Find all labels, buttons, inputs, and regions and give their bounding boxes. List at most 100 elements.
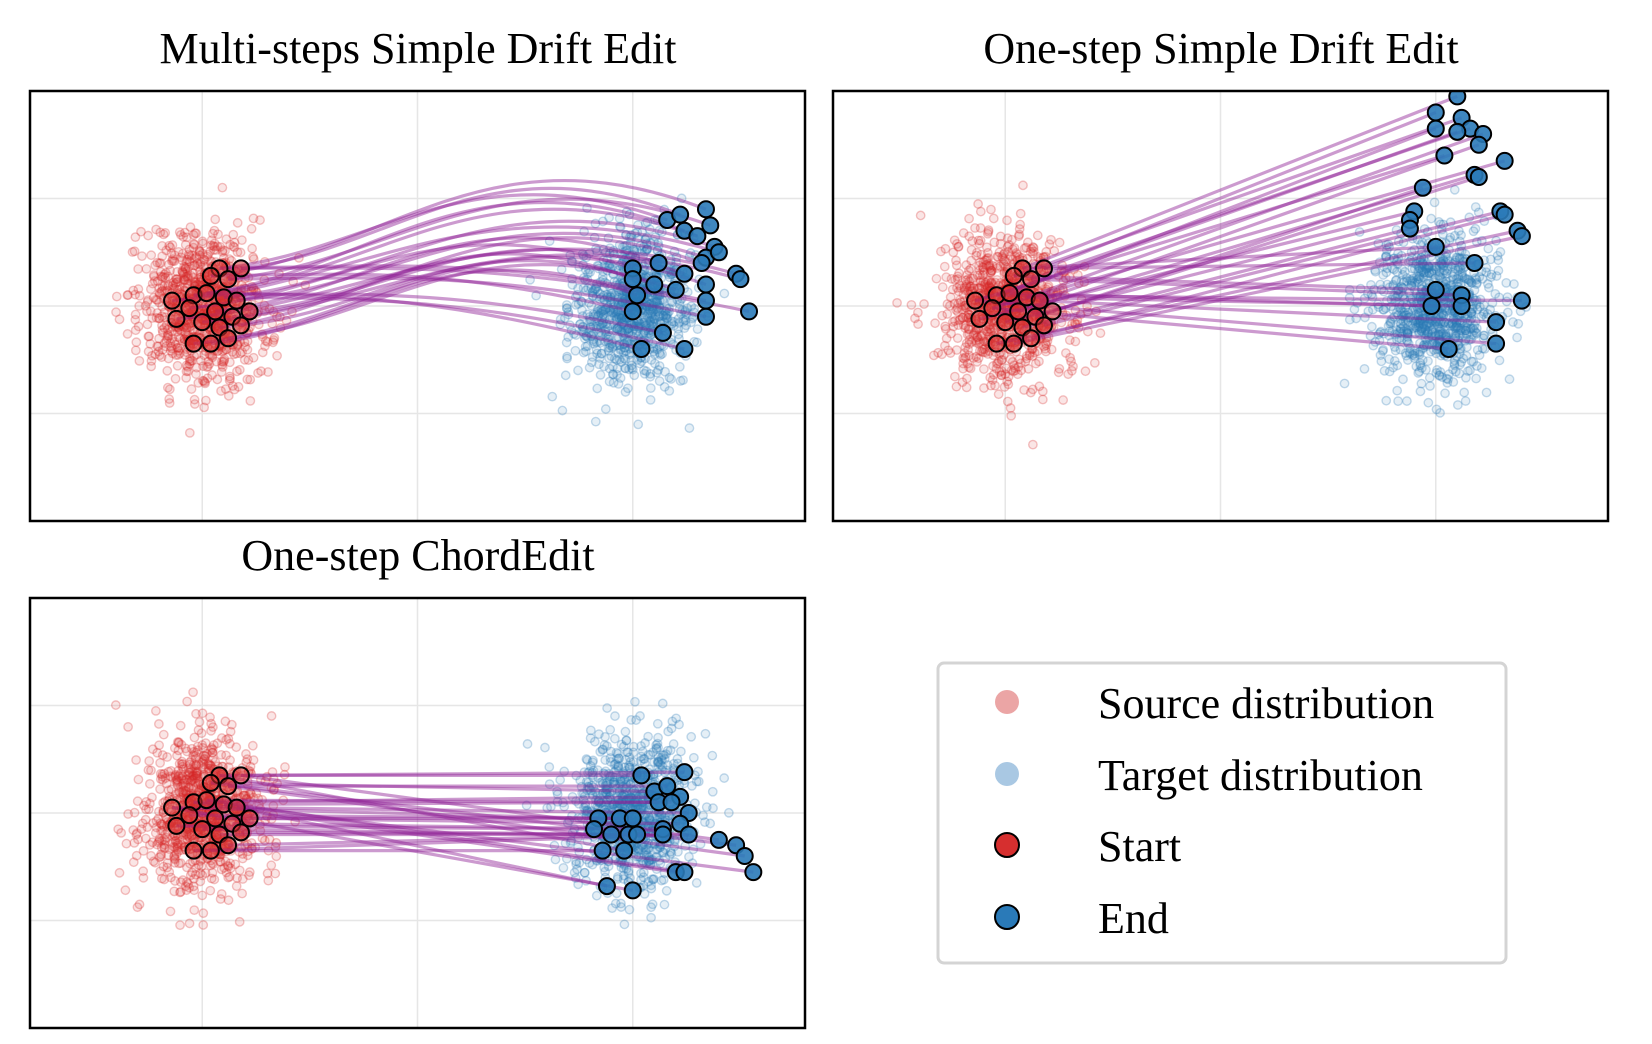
distribution-point: [676, 193, 687, 204]
distribution-point: [645, 322, 656, 333]
distribution-point: [604, 212, 615, 223]
distribution-point: [1046, 344, 1057, 355]
distribution-point: [1052, 287, 1063, 298]
end-point: [696, 291, 715, 310]
distribution-point: [221, 734, 232, 745]
distribution-point: [1435, 219, 1446, 230]
distribution-point: [1409, 353, 1420, 363]
distribution-point: [1508, 317, 1518, 327]
distribution-point: [964, 350, 975, 361]
distribution-point: [605, 243, 615, 254]
distribution-point: [257, 347, 268, 358]
distribution-point: [1392, 266, 1402, 277]
distribution-point: [203, 249, 214, 260]
distribution-point: [1391, 325, 1402, 335]
distribution-point: [1408, 303, 1419, 314]
distribution-point: [1409, 264, 1420, 274]
distribution-point: [919, 299, 929, 309]
distribution-point: [972, 332, 983, 342]
distribution-point: [621, 206, 632, 217]
distribution-point: [199, 753, 210, 764]
distribution-point: [208, 240, 218, 251]
distribution-point: [623, 323, 634, 334]
distribution-point: [186, 253, 197, 264]
distribution-point: [1065, 324, 1075, 334]
distribution-point: [1416, 323, 1427, 334]
distribution-point: [229, 237, 240, 248]
distribution-point: [1422, 327, 1433, 338]
distribution-point: [182, 769, 193, 780]
distribution-point: [967, 236, 978, 246]
distribution-point: [615, 277, 626, 288]
distribution-point: [612, 276, 623, 287]
distribution-point: [152, 308, 163, 318]
distribution-point: [1434, 370, 1445, 381]
distribution-point: [955, 297, 966, 308]
distribution-point: [1418, 342, 1429, 353]
distribution-point: [1018, 180, 1028, 191]
distribution-point: [216, 749, 227, 760]
distribution-point: [654, 300, 664, 311]
distribution-point: [204, 255, 215, 266]
distribution-point: [651, 294, 662, 304]
distribution-point: [616, 319, 627, 330]
distribution-point: [280, 762, 290, 772]
distribution-point: [1421, 263, 1432, 274]
distribution-point: [595, 337, 606, 348]
distribution-point: [624, 232, 635, 243]
distribution-point: [1405, 294, 1416, 304]
distribution-point: [188, 881, 199, 892]
start-point: [167, 309, 186, 328]
distribution-point: [128, 857, 139, 868]
distribution-point: [1436, 316, 1446, 327]
distribution-point: [648, 305, 658, 315]
distribution-point: [191, 277, 201, 287]
distribution-point: [563, 307, 574, 317]
distribution-point: [617, 297, 628, 308]
distribution-point: [596, 348, 607, 359]
distribution-point: [646, 319, 657, 330]
distribution-point: [207, 867, 218, 878]
distribution-point: [1392, 291, 1403, 302]
distribution-point: [1073, 278, 1084, 289]
distribution-point: [976, 330, 987, 340]
distribution-point: [569, 328, 579, 339]
distribution-point: [945, 348, 956, 358]
distribution-point: [1437, 308, 1448, 319]
distribution-point: [595, 370, 606, 380]
distribution-point: [586, 330, 597, 341]
transport-path: [210, 178, 707, 278]
distribution-point: [1400, 348, 1411, 359]
distribution-point: [615, 345, 626, 355]
distribution-point: [263, 875, 274, 886]
distribution-point: [1412, 275, 1422, 286]
panel-title: One-step Simple Drift Edit: [983, 24, 1458, 73]
distribution-point: [983, 261, 994, 272]
distribution-point: [161, 335, 172, 346]
distribution-point: [588, 291, 598, 301]
distribution-point: [1478, 330, 1489, 341]
distribution-point: [1002, 241, 1013, 252]
distribution-point: [1401, 350, 1412, 361]
distribution-point: [1439, 317, 1450, 328]
distribution-point: [621, 337, 632, 348]
distribution-point: [1386, 294, 1397, 305]
distribution-point: [1435, 367, 1446, 377]
distribution-point: [1442, 377, 1453, 388]
distribution-point: [598, 317, 609, 328]
distribution-point: [614, 312, 625, 323]
distribution-point: [598, 266, 608, 277]
distribution-point: [1444, 295, 1454, 306]
distribution-point: [640, 320, 651, 331]
end-point: [1512, 291, 1531, 310]
distribution-point: [1430, 261, 1441, 272]
distribution-point: [242, 344, 253, 355]
distribution-point: [1415, 317, 1426, 328]
distribution-point: [591, 292, 602, 303]
distribution-point: [1476, 235, 1487, 246]
distribution-point: [178, 764, 189, 775]
distribution-point: [168, 277, 179, 288]
distribution-point: [1415, 255, 1426, 265]
distribution-point: [175, 886, 186, 897]
distribution-point: [600, 404, 611, 414]
